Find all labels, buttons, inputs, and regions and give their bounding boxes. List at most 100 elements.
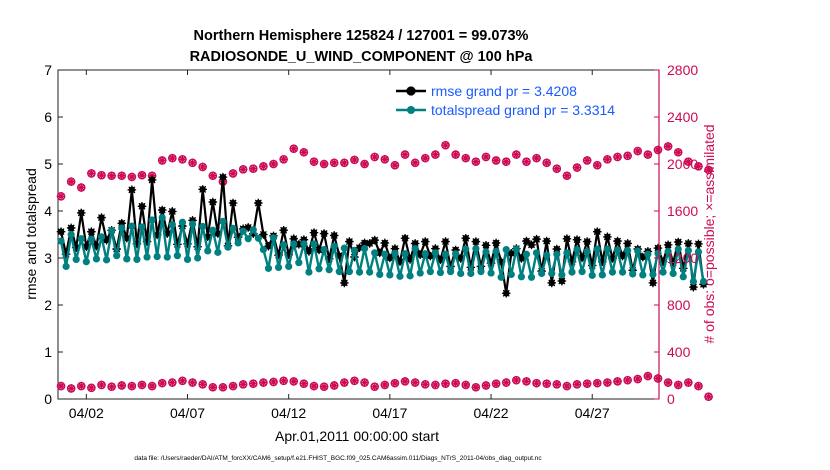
obs_assimilated-cross [532,378,541,388]
rmse-marker-star [132,239,142,249]
obs_possible-cross [623,151,632,160]
y2-axis-label: # of obs: o=possible; ×=assimilated [701,124,717,343]
y2-tick-label: 1200 [667,250,698,266]
spread-marker [431,249,439,257]
spread-marker [320,245,328,254]
spread-marker [143,253,151,261]
y2-tick-label: 400 [667,344,691,360]
spread-marker [462,245,470,253]
obs_possible-cross [643,150,653,159]
obs_possible-cross [400,150,410,159]
spread-marker [214,248,222,256]
series-layer [56,140,713,401]
obs_assimilated-cross [481,381,491,390]
spread-marker [280,241,288,249]
spread-marker [568,268,576,276]
obs_possible-cross [431,150,440,159]
rmse-marker-star [522,236,531,246]
obs_possible-cross [127,172,137,182]
obs_assimilated-cross [633,374,642,384]
spread-marker [664,247,672,256]
obs_assimilated-cross [603,378,612,387]
obs_possible-cross [603,155,612,164]
rmse-marker-star [471,237,481,246]
rmse-marker-star [137,202,147,211]
y2-tick-label: 0 [667,391,675,407]
rmse-marker-star [689,282,698,292]
rmse-marker-star [279,225,288,235]
rmse-marker-star [102,235,111,245]
obs_assimilated-cross [441,379,450,388]
rmse-marker-star [400,233,410,243]
rmse-marker-star [517,254,526,263]
obs_possible-cross [259,162,268,171]
obs_assimilated-cross [238,380,248,389]
obs_assimilated-cross [410,378,420,387]
spread-marker [234,239,242,247]
obs_possible-cross [208,171,218,180]
spread-marker [219,217,227,225]
obs_assimilated-cross [117,381,126,390]
obs_assimilated-cross [360,378,369,387]
spread-marker [340,244,348,252]
obs_assimilated-cross [299,379,309,388]
obs_assimilated-cross [502,378,511,387]
rmse-line [59,176,705,295]
obs_possible-cross [360,159,369,169]
obs_possible-cross [471,157,481,166]
rmse-marker-star [61,249,71,259]
x-axis: 04/02 04/07 04/12 04/17 04/22 04/27 [69,70,610,421]
y-tick-label: 5 [44,156,52,172]
obs_possible-cross [56,192,66,201]
rmse-marker-star [173,240,182,249]
spread-marker [613,246,622,254]
obs_assimilated-cross [137,380,147,390]
obs_possible-cross [613,152,622,162]
spread-marker [583,247,591,256]
obs_possible-cross [491,156,501,165]
obs_assimilated-cross [97,380,106,390]
spread-marker [603,245,611,253]
spread-marker [649,270,657,279]
rmse-marker-star [547,278,557,288]
obs_possible-cross [178,155,187,164]
rmse-marker-star [188,216,197,225]
spread-marker [441,250,450,258]
obs_possible-cross [633,146,642,156]
spread-marker [133,255,141,264]
spread-marker [654,249,662,257]
obs_possible-cross [552,164,562,173]
rmse-marker-star [248,229,258,238]
obs_assimilated-cross [663,378,673,387]
obs_possible-cross [370,152,379,162]
rmse-marker-star [436,255,445,265]
rmse-marker-star [87,227,96,236]
rmse-marker-star [370,235,379,245]
spread-marker [199,222,207,231]
obs_possible-cross [410,158,420,168]
spread-marker [77,235,85,243]
obs_assimilated-cross [491,379,501,388]
spread-marker [168,221,176,229]
rmse-marker-star [228,198,238,208]
obs_assimilated-cross [400,377,410,386]
spread-marker [527,273,536,281]
rmse-marker-star [299,235,309,244]
x-tick-label: 04/22 [474,405,509,421]
obs_possible-cross [350,155,359,165]
rmse-marker-star [446,262,455,271]
rmse-marker-star [243,223,253,232]
spread-marker [558,271,566,279]
rmse-marker-star [324,254,334,264]
rmse-marker-star [608,254,617,263]
obs_possible-cross [188,158,197,168]
spread-marker [163,253,171,261]
obs_assimilated-cross [350,376,359,385]
spread-marker [411,245,419,253]
rmse-marker-star [648,278,658,288]
y-tick-label: 3 [44,250,52,266]
obs_possible-cross [441,141,450,150]
spread-marker [679,273,687,281]
obs_possible-cross [380,155,390,164]
obs_assimilated-cross [431,380,440,390]
